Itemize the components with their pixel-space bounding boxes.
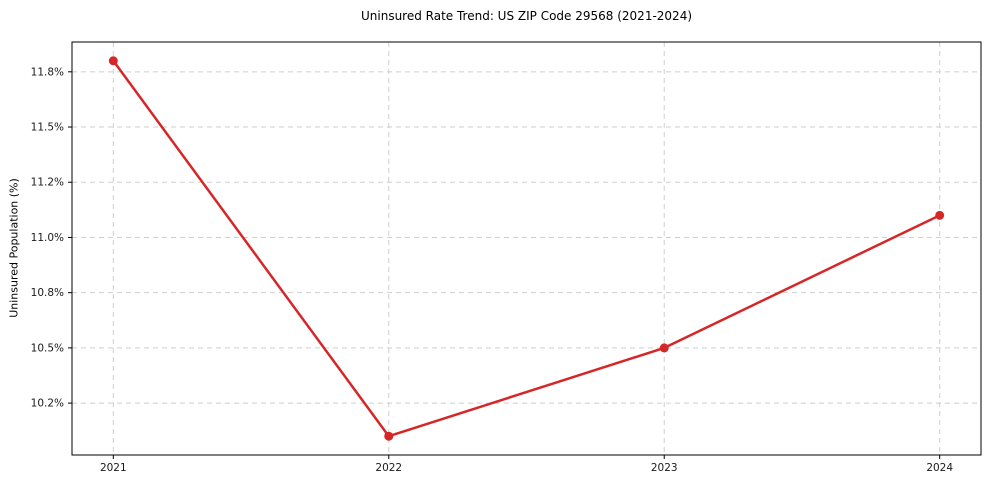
y-axis-label: Uninsured Population (%)	[7, 178, 21, 318]
y-tick-label: 11.0%	[31, 232, 64, 244]
plot-border	[71, 41, 982, 456]
y-tick-label: 10.8%	[31, 287, 64, 299]
x-tick-label: 2023	[651, 462, 678, 474]
y-tick-label: 11.5%	[31, 122, 64, 134]
data-point-marker	[108, 56, 118, 66]
x-tick-label: 2021	[100, 462, 127, 474]
trend-line	[112, 59, 941, 438]
y-tick-label: 10.2%	[31, 398, 64, 410]
y-tick-label: 10.5%	[31, 342, 64, 354]
chart-title: Uninsured Rate Trend: US ZIP Code 29568 …	[360, 9, 693, 23]
x-tick-label: 2024	[926, 462, 953, 474]
data-point-marker	[935, 210, 945, 220]
y-tick-label: 11.8%	[31, 66, 64, 78]
x-tick-label: 2022	[375, 462, 402, 474]
y-tick-label: 11.2%	[31, 177, 64, 189]
data-point-marker	[384, 431, 394, 441]
data-point-marker	[659, 343, 669, 353]
